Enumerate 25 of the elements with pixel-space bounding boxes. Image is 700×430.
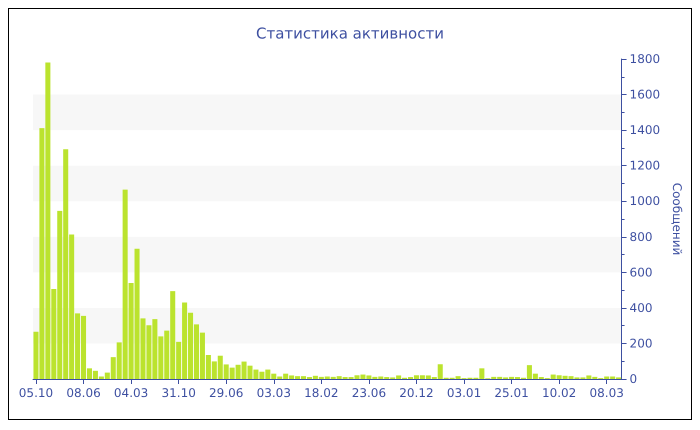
x-tick-label: 29.06: [209, 386, 244, 400]
x-tick-label: 10.02: [542, 386, 576, 400]
y-tick-label: 0: [630, 372, 638, 386]
y-tick-label: 1000: [630, 194, 660, 208]
y-tick-label: 1200: [630, 158, 660, 173]
x-tick-label: 23.06: [352, 386, 386, 400]
x-tick-label: 03.03: [256, 386, 291, 400]
y-tick-label: 600: [630, 265, 652, 280]
x-tick-label: 25.01: [494, 386, 529, 400]
x-tick-label: 20.12: [399, 386, 434, 400]
x-tick-label: 08.06: [66, 386, 101, 400]
y-tick-label: 1800: [630, 52, 660, 66]
y-axis-title: Сообщений: [670, 182, 684, 256]
x-tick-label: 04.03: [114, 386, 148, 400]
y-tick-label: 400: [630, 300, 652, 315]
y-tick-label: 800: [630, 230, 652, 244]
x-tick-label: 08.03: [590, 386, 624, 400]
x-tick-label: 31.10: [161, 386, 196, 400]
x-tick-label: 18.02: [304, 386, 339, 400]
x-tick-label: 05.10: [18, 386, 54, 400]
y-tick-label: 1600: [630, 88, 660, 102]
chart-title: Статистика активности: [256, 24, 444, 42]
y-tick-label: 1400: [630, 123, 660, 138]
x-tick-label: 03.01: [446, 386, 482, 400]
y-tick-label: 200: [630, 336, 652, 350]
